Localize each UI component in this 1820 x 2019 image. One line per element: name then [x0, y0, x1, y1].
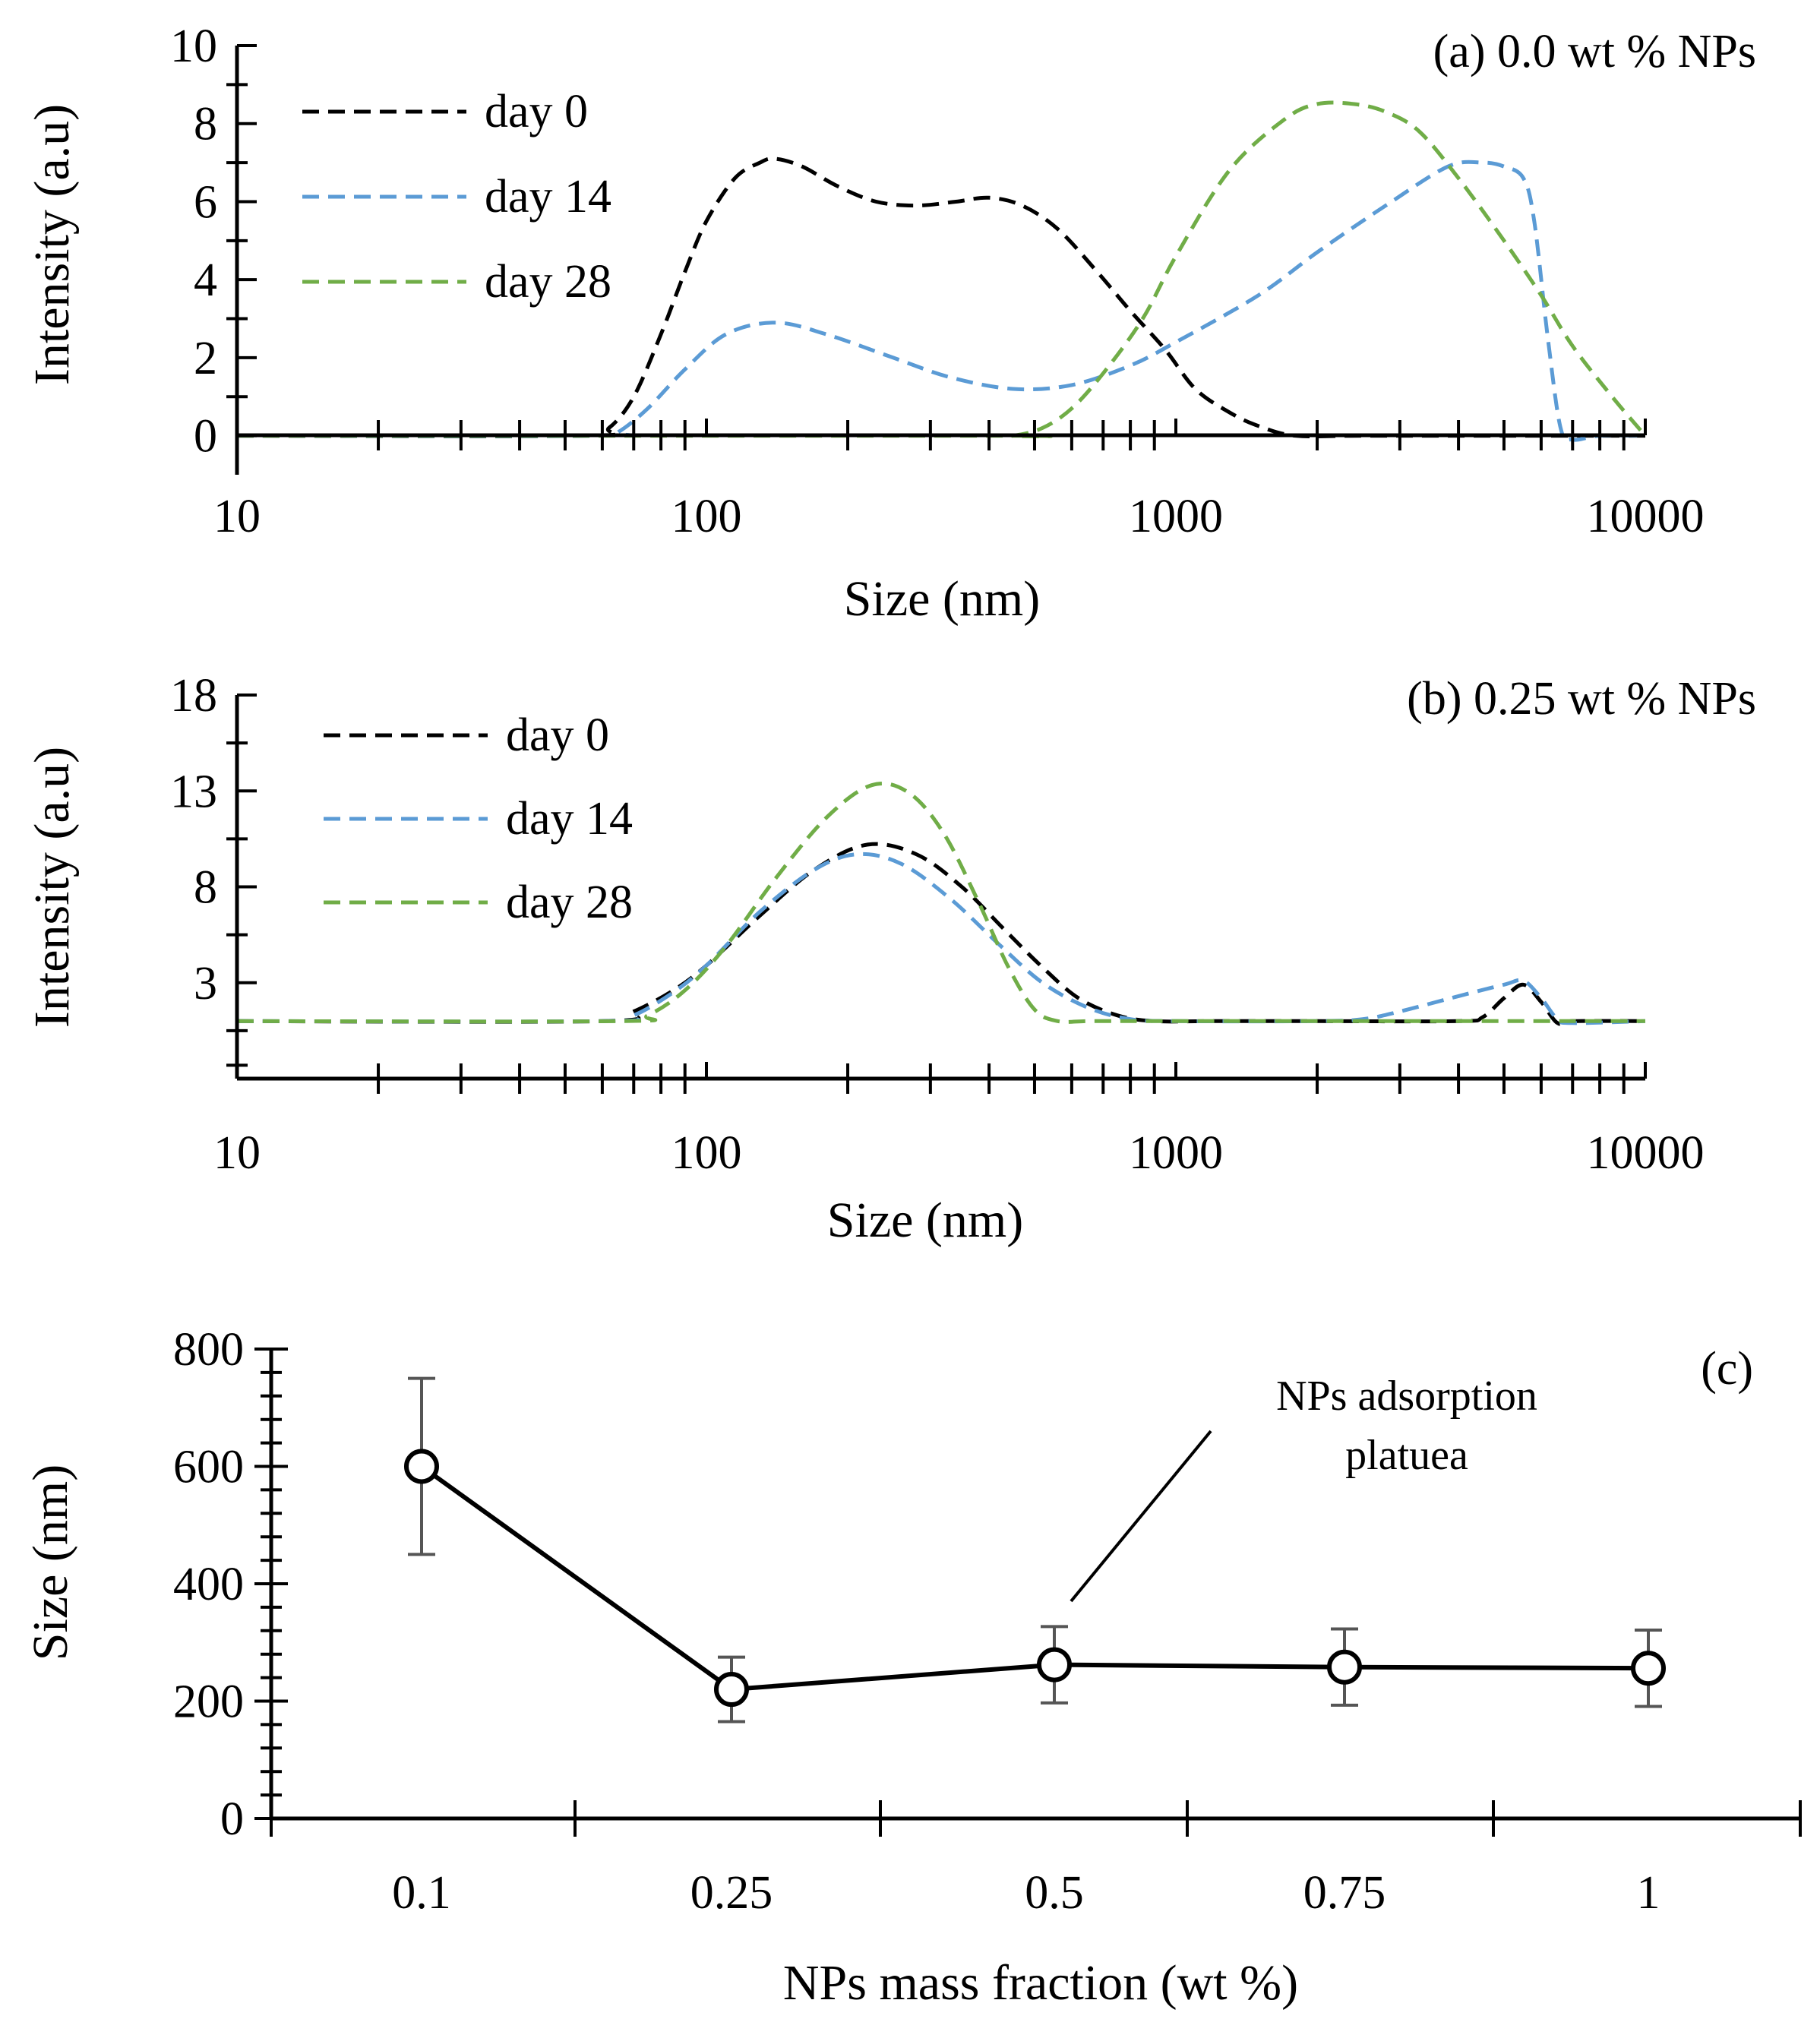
panel-a-x-axis-title: Size (nm)	[844, 571, 1040, 627]
panel-c-ticks: 0 200 400 600 800 0.1 0.25 0.5 0.75 1	[173, 1324, 1802, 1919]
panel-b-chart: 10 100 1000 10000 3 8 13 18 day 0 day 14 day 28 (…	[24, 670, 1756, 1248]
panel-a-title: (a) 0.0 wt % NPs	[1433, 26, 1756, 77]
panel-c-y-tick-label: 600	[173, 1442, 244, 1493]
panel-a-ticks: 10 100 1000 10000 0 2 4 6 8 10	[170, 21, 1705, 542]
panel-c-data-point	[1037, 1647, 1072, 1682]
panel-a-series-line-1	[236, 156, 1645, 439]
panel-c-title: (c)	[1701, 1343, 1753, 1395]
panel-a-legend-label: day 28	[485, 256, 611, 308]
panel-c-annotation-line-1: NPs adsorption	[1276, 1373, 1537, 1420]
panel-c-series	[404, 1449, 1666, 1708]
panel-b-y-axis-title: Intensity (a.u)	[24, 747, 80, 1028]
panel-a-x-tick-label: 10000	[1587, 491, 1705, 542]
panel-a-y-tick-label: 6	[194, 176, 217, 228]
panel-c-y-tick-label: 200	[173, 1676, 244, 1728]
panel-a-legend-label: day 0	[485, 86, 588, 137]
panel-c-x-tick-label: 0.5	[1025, 1867, 1084, 1919]
panel-c-data-point	[1327, 1649, 1362, 1685]
panel-b-series-line-2	[236, 852, 1646, 1025]
panel-a-x-tick-label: 1000	[1129, 491, 1223, 542]
panel-c-data-point	[404, 1449, 439, 1484]
panel-c-errorbars	[408, 1376, 1662, 1724]
panel-a-series-line-3	[237, 100, 1647, 438]
panel-c-annotation-leader	[1070, 1430, 1212, 1603]
panel-b-y-tick-label: 3	[194, 958, 217, 1010]
panel-b-y-tick-label: 18	[170, 670, 217, 722]
panel-a-y-tick-label: 8	[194, 99, 217, 150]
panel-b-x-axis-title: Size (nm)	[827, 1193, 1023, 1248]
panel-a-x-tick-label: 10	[213, 491, 261, 542]
panel-a-y-axis-title: Intensity (a.u)	[24, 104, 80, 385]
panel-c-y-axis-title: Size (nm)	[23, 1464, 78, 1660]
panel-c-x-tick-label: 0.1	[392, 1867, 451, 1919]
panel-c-y-tick-label: 400	[173, 1559, 244, 1610]
panel-b-y-tick-label: 13	[170, 766, 217, 817]
panel-c-x-tick-label: 1	[1637, 1867, 1660, 1919]
panel-a-series-line-2	[236, 160, 1646, 442]
panel-c-x-axis-title: NPs mass fraction (wt %)	[783, 1955, 1298, 2011]
panel-b-legend-label: day 28	[506, 877, 633, 928]
panel-b-y-tick-label: 8	[194, 862, 217, 914]
panel-b-x-tick-label: 100	[671, 1127, 742, 1179]
panel-b-legend: day 0 day 14 day 28	[324, 709, 633, 928]
panel-c-x-tick-label: 0.25	[690, 1867, 773, 1919]
panel-c-y-tick-label: 0	[220, 1793, 244, 1845]
panel-a-x-tick-label: 100	[671, 491, 742, 542]
panel-a-y-tick-label: 2	[194, 333, 217, 384]
panel-a-legend-label: day 14	[485, 171, 611, 223]
panel-a-y-tick-label: 10	[170, 21, 217, 72]
panel-a-y-tick-label: 4	[194, 254, 217, 306]
panel-c-x-tick-label: 0.75	[1303, 1867, 1386, 1919]
panel-c-chart: 0 200 400 600 800 0.1 0.25 0.5 0.75 1 (c) NPs ads…	[23, 1324, 1802, 2011]
panel-a-series	[236, 100, 1647, 442]
panel-b-legend-label: day 0	[506, 709, 609, 761]
panel-b-ticks: 10 100 1000 10000 3 8 13 18	[170, 670, 1705, 1179]
panel-a-legend: day 0 day 14 day 28	[302, 86, 611, 308]
panel-b-title: (b) 0.25 wt % NPs	[1407, 673, 1756, 725]
panel-c-y-tick-label: 800	[173, 1324, 244, 1376]
panel-b-x-tick-label: 10000	[1587, 1127, 1705, 1179]
panel-b-series-line-3	[236, 781, 1645, 1024]
panel-a-axes	[235, 46, 1645, 475]
panel-b-x-tick-label: 10	[213, 1127, 261, 1179]
panel-c-annotation-line-2: platuea	[1345, 1432, 1468, 1479]
panel-a-y-tick-label: 0	[194, 411, 217, 463]
panel-b-series	[236, 781, 1646, 1026]
panel-b-series-line-1	[236, 842, 1646, 1026]
panel-b-x-tick-label: 1000	[1129, 1127, 1223, 1179]
panel-c-data-point	[1631, 1651, 1666, 1686]
panel-b-legend-label: day 14	[506, 793, 633, 845]
panel-c-axes	[269, 1349, 1800, 1821]
panel-c-data-point	[714, 1672, 749, 1708]
panel-c-series-line	[420, 1464, 1649, 1692]
